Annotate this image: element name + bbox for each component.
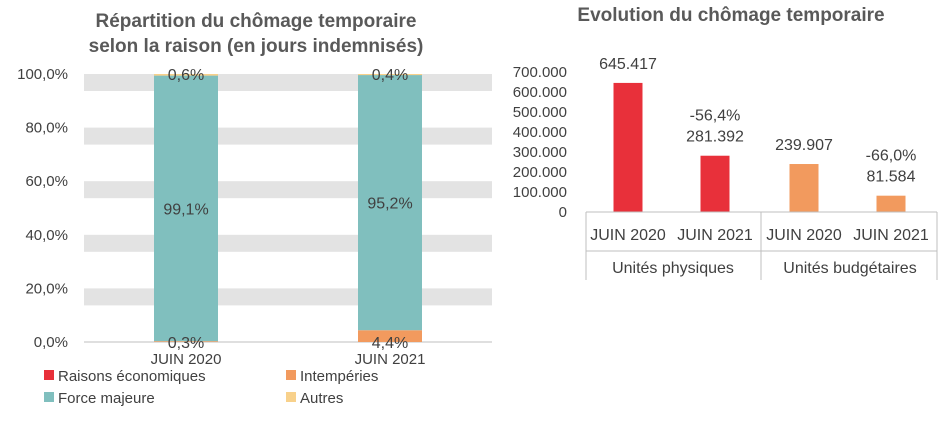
legend-label: Force majeure [58, 390, 155, 407]
bar [876, 195, 906, 212]
y-tick-label: 300.000 [513, 144, 567, 161]
bar-segment [358, 330, 422, 342]
legend-label: Raisons économiques [58, 368, 206, 385]
y-tick-label: 100,0% [17, 66, 68, 83]
bar-segment [154, 74, 218, 76]
bar-segment [358, 74, 422, 76]
x-tick-label: JUIN 2021 [853, 227, 929, 244]
gridline-band [84, 234, 492, 252]
left-chart-title-line1: Répartition du chômage temporaire [96, 11, 417, 32]
legend: Raisons économiques Intempéries Force maje… [44, 368, 378, 407]
group-label: Unités budgétaires [783, 260, 916, 277]
right-bars: 645.417 281.392 -56,4% 239.907 81.584 -66,0% [599, 56, 917, 213]
data-label: 0,6% [168, 67, 204, 84]
gridline-band [84, 127, 492, 145]
y-tick-label: 80,0% [25, 120, 68, 137]
data-label: 0,4% [372, 67, 408, 84]
data-label: 281.392 [686, 129, 744, 146]
change-label: -56,4% [690, 108, 741, 125]
x-tick-label: JUIN 2021 [355, 351, 426, 368]
right-y-axis: 0 100.000 200.000 300.000 400.000 500.000 600.… [513, 64, 567, 221]
y-tick-label: 40,0% [25, 227, 68, 244]
x-tick-label: JUIN 2020 [766, 227, 842, 244]
data-label: 81.584 [867, 169, 916, 186]
data-label: 645.417 [599, 56, 657, 73]
legend-label: Autres [300, 390, 343, 407]
bar-segment [154, 75, 218, 342]
y-tick-label: 700.000 [513, 64, 567, 81]
legend-swatch [286, 370, 296, 380]
data-label: 239.907 [775, 137, 833, 154]
right-chart-title: Evolution du chômage temporaire [577, 5, 884, 26]
left-y-axis: 0,0% 20,0% 40,0% 60,0% 80,0% 100,0% [17, 66, 68, 351]
legend-swatch [44, 392, 54, 402]
y-tick-label: 200.000 [513, 164, 567, 181]
y-tick-label: 500.000 [513, 104, 567, 121]
legend-swatch [44, 370, 54, 380]
y-tick-label: 0,0% [34, 334, 68, 351]
left-gridlines [84, 74, 492, 343]
x-tick-label: JUIN 2020 [590, 227, 666, 244]
left-chart-title-line2: selon la raison (en jours indemnisés) [89, 36, 424, 57]
y-tick-label: 20,0% [25, 280, 68, 297]
legend-label: Intempéries [300, 368, 378, 385]
x-tick-label: JUIN 2021 [677, 227, 753, 244]
bar [613, 82, 643, 213]
gridline-band [84, 288, 492, 306]
data-label: 95,2% [367, 196, 412, 213]
legend-swatch [286, 392, 296, 402]
x-tick-label: JUIN 2020 [151, 351, 222, 368]
left-x-axis: JUIN 2020 JUIN 2021 [151, 351, 426, 368]
group-label: Unités physiques [612, 260, 734, 277]
y-tick-label: 60,0% [25, 173, 68, 190]
data-label: 4,4% [372, 335, 408, 352]
y-tick-label: 100.000 [513, 184, 567, 201]
y-tick-label: 400.000 [513, 124, 567, 141]
gridline-band [84, 181, 492, 199]
gridline-band [84, 74, 492, 91]
data-label: 0,3% [168, 335, 204, 352]
y-tick-label: 0 [559, 204, 567, 221]
y-tick-label: 600.000 [513, 84, 567, 101]
left-data-labels: 0,3% 99,1% 0,6% 4,4% 95,2% 0,4% [163, 67, 412, 352]
bar [789, 164, 819, 212]
right-x-axis: JUIN 2020 JUIN 2021 JUIN 2020 JUIN 2021 Unit… [585, 211, 938, 280]
bar [700, 155, 730, 212]
left-bars [154, 74, 422, 342]
data-label: 99,1% [163, 201, 208, 218]
bar-segment [154, 341, 218, 342]
bar-segment [358, 75, 422, 331]
change-label: -66,0% [866, 148, 917, 165]
